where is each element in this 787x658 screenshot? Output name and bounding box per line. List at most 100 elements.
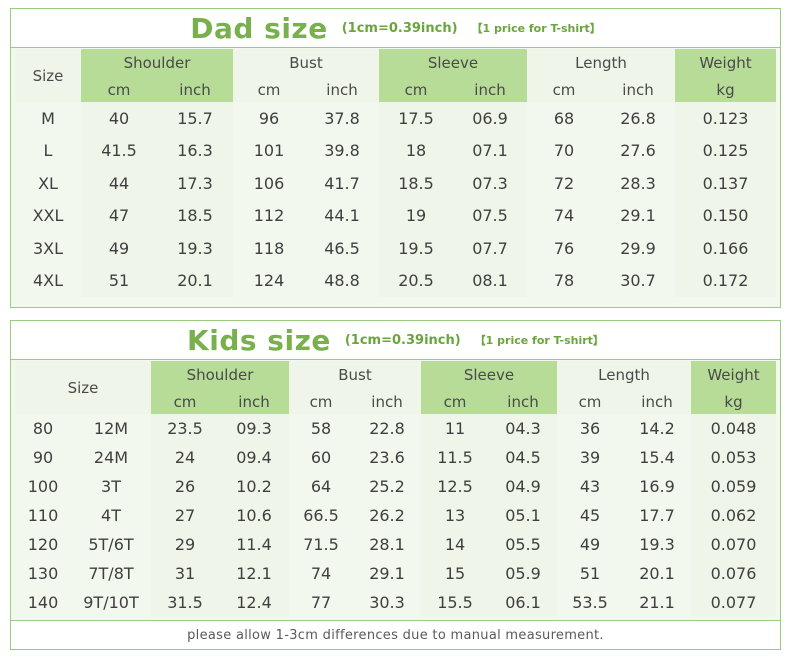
dad-bust-header: Bust (233, 49, 379, 77)
kids-bust-header: Bust (289, 361, 421, 389)
dad-cell: 78 (553, 271, 575, 291)
kids-conversion-note: (1cm=0.39inch) (344, 332, 461, 348)
measurement-disclaimer: please allow 1-3cm differences due to ma… (11, 620, 780, 649)
kids-cell: 43 (579, 477, 601, 496)
dad-cell: 106 (253, 173, 285, 193)
dad-cell: 08.1 (453, 264, 527, 297)
kids-cell: 12.1 (219, 559, 289, 588)
kids-cell: 60 (310, 448, 332, 467)
dad-cell: 18.5 (379, 167, 453, 200)
kids-cell: 0.077 (691, 588, 776, 617)
dad-unit: inch (305, 77, 379, 102)
dad-cell: 17.3 (157, 167, 233, 200)
kids-cell: 04.9 (489, 472, 557, 501)
kids-cell: 58 (310, 419, 332, 438)
dad-cell: 27.6 (620, 141, 656, 161)
dad-unit: inch (601, 77, 675, 102)
kids-cell: 29.1 (369, 564, 405, 583)
dad-size-panel: Dad size (1cm=0.39inch) 【1 price for T-s… (10, 8, 781, 308)
kids-cell: 120 (27, 535, 59, 554)
dad-cell: 112 (253, 206, 285, 226)
kids-cell: 90 (32, 448, 54, 467)
kids-cell: 28.1 (369, 535, 405, 554)
kids-cell: 80 (32, 419, 54, 438)
dad-cell: 17.5 (379, 102, 453, 135)
dad-cell: 0.150 (675, 199, 776, 232)
kids-cell: 27 (151, 501, 219, 530)
dad-cell: 26.8 (620, 108, 656, 128)
dad-size-row: XXL 47 18.5 112 44.1 19 07.5 74 29.1 0.150 (15, 199, 776, 232)
dad-cell: 18.5 (157, 199, 233, 232)
dad-cell: 07.3 (453, 167, 527, 200)
dad-cell: 0.166 (675, 232, 776, 265)
kids-cell: 09.3 (219, 414, 289, 443)
kids-cell: 17.7 (639, 506, 675, 525)
kids-size-row: 110 4T 27 10.6 66.5 26.2 13 05.1 45 17.7 0.062 (15, 501, 776, 530)
dad-cell: 124 (253, 271, 285, 291)
kids-cell: 25.2 (369, 477, 405, 496)
dad-cell: 19 (379, 199, 453, 232)
dad-cell: XL (38, 173, 58, 193)
dad-unit: cm (527, 77, 601, 102)
kids-cell: 15 (421, 559, 489, 588)
dad-cell: 39.8 (324, 141, 360, 161)
dad-cell: 19.5 (379, 232, 453, 265)
kids-cell: 4T (101, 506, 121, 525)
kids-size-row: 90 24M 24 09.4 60 23.6 11.5 04.5 39 15.4 0.053 (15, 443, 776, 472)
dad-cell: 46.5 (324, 238, 360, 258)
kids-cell: 11.5 (421, 443, 489, 472)
dad-cell: 0.123 (675, 102, 776, 135)
dad-cell: 15.7 (157, 102, 233, 135)
kids-cell: 26 (151, 472, 219, 501)
dad-cell: 37.8 (324, 108, 360, 128)
dad-weight-header: Weight (675, 49, 776, 77)
kids-cell: 30.3 (369, 593, 405, 612)
kids-cell: 13 (421, 501, 489, 530)
kids-cell: 71.5 (303, 535, 339, 554)
dad-sleeve-header: Sleeve (379, 49, 527, 77)
dad-cell: 28.3 (620, 173, 656, 193)
kids-cell: 10.6 (219, 501, 289, 530)
kids-price-note: 【1 price for T-shirt】 (474, 334, 604, 347)
dad-unit: inch (453, 77, 527, 102)
dad-unit: cm (81, 77, 157, 102)
dad-cell: 3XL (32, 238, 64, 258)
dad-title: Dad size (190, 11, 328, 45)
dad-cell: 76 (553, 238, 575, 258)
kids-title-bar: Kids size (1cm=0.39inch) 【1 price for T-… (11, 321, 780, 360)
dad-cell: 19.3 (157, 232, 233, 265)
kids-cell: 26.2 (369, 506, 405, 525)
dad-size-row: XL 44 17.3 106 41.7 18.5 07.3 72 28.3 0.137 (15, 167, 776, 200)
dad-cell: 68 (553, 108, 575, 128)
kids-cell: 14.2 (639, 419, 675, 438)
kids-cell: 10.2 (219, 472, 289, 501)
kids-cell: 04.5 (489, 443, 557, 472)
kids-cell: 11.4 (219, 530, 289, 559)
kids-cell: 39 (579, 448, 601, 467)
dad-conversion-note: (1cm=0.39inch) (341, 20, 458, 36)
kids-cell: 23.5 (151, 414, 219, 443)
kids-cell: 11 (421, 414, 489, 443)
kids-cell: 05.1 (489, 501, 557, 530)
dad-cell: 74 (553, 206, 575, 226)
kids-cell: 77 (310, 593, 332, 612)
dad-unit: kg (675, 77, 776, 102)
kids-cell: 0.062 (691, 501, 776, 530)
kids-cell: 0.053 (691, 443, 776, 472)
dad-cell: 72 (553, 173, 575, 193)
kids-cell: 3T (101, 477, 121, 496)
dad-size-table: Size Shoulder Bust Sleeve Length Weight … (15, 49, 776, 297)
dad-unit: cm (379, 77, 453, 102)
kids-size-row: 100 3T 26 10.2 64 25.2 12.5 04.9 43 16.9 0.059 (15, 472, 776, 501)
kids-unit: inch (489, 389, 557, 414)
dad-cell: 96 (258, 108, 280, 128)
kids-cell: 15.5 (421, 588, 489, 617)
kids-cell: 15.4 (639, 448, 675, 467)
kids-cell: 06.1 (489, 588, 557, 617)
dad-cell: 4XL (32, 271, 64, 291)
kids-cell: 23.6 (369, 448, 405, 467)
kids-unit: inch (623, 389, 691, 414)
kids-cell: 53.5 (572, 593, 608, 612)
kids-cell: 74 (310, 564, 332, 583)
kids-cell: 12M (93, 419, 129, 438)
